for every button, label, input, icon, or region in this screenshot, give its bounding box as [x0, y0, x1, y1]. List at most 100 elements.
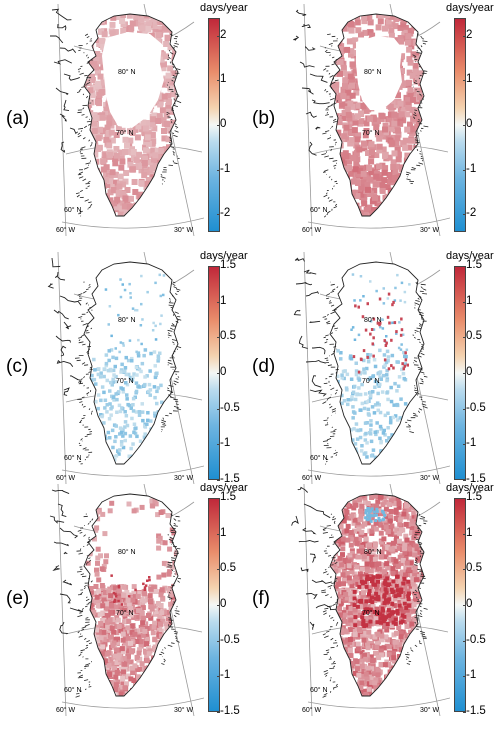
- colorbar-tick-label: -1: [466, 162, 477, 175]
- colorbar-tick-mark: [463, 373, 466, 374]
- latitude-label: 70° N: [362, 129, 380, 137]
- colorbar-tick-label: -0.5: [220, 401, 240, 414]
- panel-label: (c): [6, 356, 29, 377]
- panel-label: (b): [252, 108, 276, 129]
- colorbar-unit-label: days/year: [200, 250, 248, 262]
- latitude-label: 70° N: [116, 609, 134, 617]
- colorbar-tick-label: -1: [220, 437, 231, 450]
- latitude-label: 70° N: [362, 377, 380, 385]
- colorbar-tick-mark: [463, 480, 466, 481]
- colorbar-tick-mark: [463, 266, 466, 267]
- latitude-label: 80° N: [364, 316, 382, 324]
- colorbar-tick-label: -1.5: [220, 473, 240, 485]
- longitude-label: 60° W: [56, 226, 76, 234]
- latitude-label: 60° N: [310, 206, 328, 214]
- colorbar-tick-label: 0: [466, 598, 473, 610]
- latitude-label: 80° N: [118, 68, 136, 76]
- greenland-map: 80° N 70° N 60° N 60° W 30° W: [293, 4, 450, 236]
- latitude-label: 60° N: [64, 686, 82, 694]
- longitude-label: 60° W: [302, 706, 322, 714]
- colorbar-unit-label: days/year: [200, 482, 248, 494]
- longitude-label: 30° W: [420, 474, 440, 482]
- colorbar-tick-mark: [217, 169, 220, 171]
- panel-label: (e): [6, 588, 30, 609]
- colorbar-tick-label: 1.5: [220, 491, 236, 503]
- greenland-map: 80° N 70° N 60° N 60° W 30° W: [47, 252, 204, 484]
- colorbar-tick-mark: [463, 712, 466, 713]
- colorbar-tick-label: 0: [220, 598, 227, 610]
- colorbar-tick-mark: [463, 408, 466, 410]
- colorbar-tick-mark: [217, 214, 220, 216]
- colorbar-tick-label: 0.5: [220, 330, 236, 343]
- colorbar-unit-label: days/year: [446, 2, 494, 14]
- colorbar-tick-mark: [217, 605, 220, 606]
- colorbar-tick-label: 0.5: [466, 562, 482, 575]
- colorbar-tick-label: -1: [466, 437, 477, 450]
- longitude-label: 30° W: [174, 706, 194, 714]
- colorbar-tick-mark: [217, 408, 220, 410]
- panel-label: (a): [6, 108, 30, 129]
- latitude-label: 80° N: [118, 548, 136, 556]
- colorbar-tick-label: 1.5: [220, 259, 236, 271]
- colorbar-tick-label: -0.5: [220, 633, 240, 646]
- colorbar-unit-label: days/year: [446, 250, 494, 262]
- colorbar-tick-label: -1.5: [466, 473, 486, 485]
- colorbar-tick-mark: [217, 301, 220, 303]
- colorbar-tick-label: 1: [466, 294, 473, 307]
- colorbar-tick-label: -0.5: [466, 633, 486, 646]
- colorbar-tick-mark: [217, 373, 220, 374]
- longitude-label: 30° W: [174, 226, 194, 234]
- longitude-label: 30° W: [420, 706, 440, 714]
- latitude-label: 60° N: [64, 454, 82, 462]
- colorbar-tick-label: -1: [220, 162, 231, 175]
- colorbar-tick-label: 2: [220, 28, 227, 41]
- colorbar-tick-mark: [463, 169, 466, 171]
- longitude-label: 60° W: [302, 474, 322, 482]
- colorbar-tick-label: 0.5: [466, 330, 482, 343]
- colorbar-tick-mark: [463, 569, 466, 571]
- colorbar-tick-label: 1.5: [466, 491, 482, 503]
- colorbar-tick-label: 1: [466, 73, 473, 86]
- colorbar-tick-label: -1.5: [466, 705, 486, 717]
- latitude-label: 70° N: [362, 609, 380, 617]
- latitude-label: 80° N: [364, 548, 382, 556]
- colorbar-tick-label: 0: [466, 118, 473, 130]
- longitude-label: 30° W: [174, 474, 194, 482]
- colorbar-tick-mark: [217, 533, 220, 535]
- colorbar-tick-mark: [463, 80, 466, 82]
- colorbar-tick-label: 0.5: [220, 562, 236, 575]
- colorbar-tick-label: 0: [220, 118, 227, 130]
- colorbar-tick-mark: [217, 498, 220, 499]
- colorbar-tick-label: -2: [466, 207, 477, 220]
- colorbar-tick-mark: [463, 214, 466, 216]
- greenland-map: 80° N 70° N 60° N 60° W 30° W: [49, 484, 204, 716]
- colorbar-tick-mark: [217, 337, 220, 339]
- colorbar-tick-mark: [463, 605, 466, 606]
- latitude-label: 70° N: [116, 129, 134, 137]
- longitude-label: 60° W: [56, 706, 76, 714]
- colorbar-tick-mark: [217, 480, 220, 481]
- longitude-label: 60° W: [302, 226, 322, 234]
- colorbar-tick-label: 1: [220, 294, 227, 307]
- colorbar-tick-mark: [217, 125, 220, 126]
- colorbar-tick-label: 1: [466, 526, 473, 539]
- colorbar-tick-mark: [463, 444, 466, 446]
- colorbar-tick-mark: [463, 640, 466, 642]
- colorbar-tick-mark: [217, 712, 220, 713]
- latitude-label: 70° N: [116, 377, 134, 385]
- colorbar-tick-mark: [463, 301, 466, 303]
- colorbar-tick-mark: [217, 35, 220, 37]
- colorbar-tick-label: 0: [220, 366, 227, 378]
- latitude-label: 60° N: [310, 686, 328, 694]
- latitude-label: 60° N: [64, 206, 82, 214]
- colorbar-tick-label: -2: [220, 207, 231, 220]
- greenland-map: 80° N 70° N 60° N 60° W 30° W: [293, 252, 450, 484]
- colorbar-tick-label: 1.5: [466, 259, 482, 271]
- colorbar-tick-mark: [217, 676, 220, 678]
- colorbar-tick-mark: [463, 533, 466, 535]
- colorbar-tick-label: -1: [466, 669, 477, 682]
- colorbar-unit-label: days/year: [446, 482, 494, 494]
- colorbar-tick-label: 1: [220, 73, 227, 86]
- longitude-label: 60° W: [56, 474, 76, 482]
- colorbar-tick-label: 2: [466, 28, 473, 41]
